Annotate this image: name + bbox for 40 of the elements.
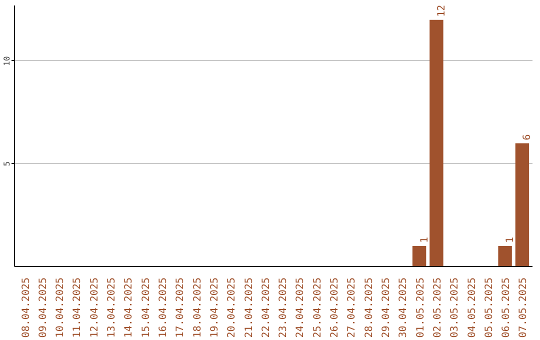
x-tick-label: 25.04.2025 [312,277,324,338]
x-tick-label: 29.04.2025 [380,277,392,338]
x-tick-label: 17.04.2025 [175,277,186,338]
x-tick-label: 02.05.2025 [432,277,444,338]
y-tick-label: 5 [2,161,12,166]
x-tick-label: 08.04.2025 [20,277,32,338]
data-label: 1 [505,236,516,243]
bar [515,143,530,266]
x-tick-label: 11.04.2025 [72,277,84,338]
x-tick-label: 15.04.2025 [140,277,152,338]
x-tick-label: 26.04.2025 [330,277,341,338]
x-tick-label: 06.05.2025 [501,277,512,338]
y-tick-label: 10 [2,56,12,66]
x-tick-label: 23.04.2025 [278,277,290,338]
x-tick-label: 09.04.2025 [38,277,49,338]
x-tick-label: 18.04.2025 [192,277,204,338]
bar [430,20,444,266]
x-tick-label: 22.04.2025 [260,277,272,338]
x-tick-label: 04.05.2025 [466,277,478,338]
x-tick-label: 24.04.2025 [295,277,306,338]
data-label: 6 [522,134,534,140]
x-tick-label: 12.04.2025 [89,277,100,338]
x-tick-label: 19.04.2025 [209,277,220,338]
x-tick-label: 16.04.2025 [158,277,170,338]
x-tick-label: 21.04.2025 [244,277,255,338]
x-tick-label: 03.05.2025 [450,277,461,338]
bar [498,246,512,266]
x-tick-label: 01.05.2025 [415,277,426,338]
x-tick-label: 14.04.2025 [124,277,135,338]
data-label: 1 [419,236,430,243]
x-tick-label: 13.04.2025 [106,277,118,338]
x-tick-label: 10.04.2025 [55,277,66,338]
data-label: 12 [436,4,448,17]
x-tick-label: 05.05.2025 [484,277,495,338]
x-tick-label: 07.05.2025 [518,277,530,338]
x-tick-label: 27.04.2025 [346,277,358,338]
bar [412,246,426,266]
x-tick-label: 20.04.2025 [226,277,238,338]
x-tick-label: 30.04.2025 [398,277,410,338]
x-tick-label: 28.04.2025 [364,277,375,338]
